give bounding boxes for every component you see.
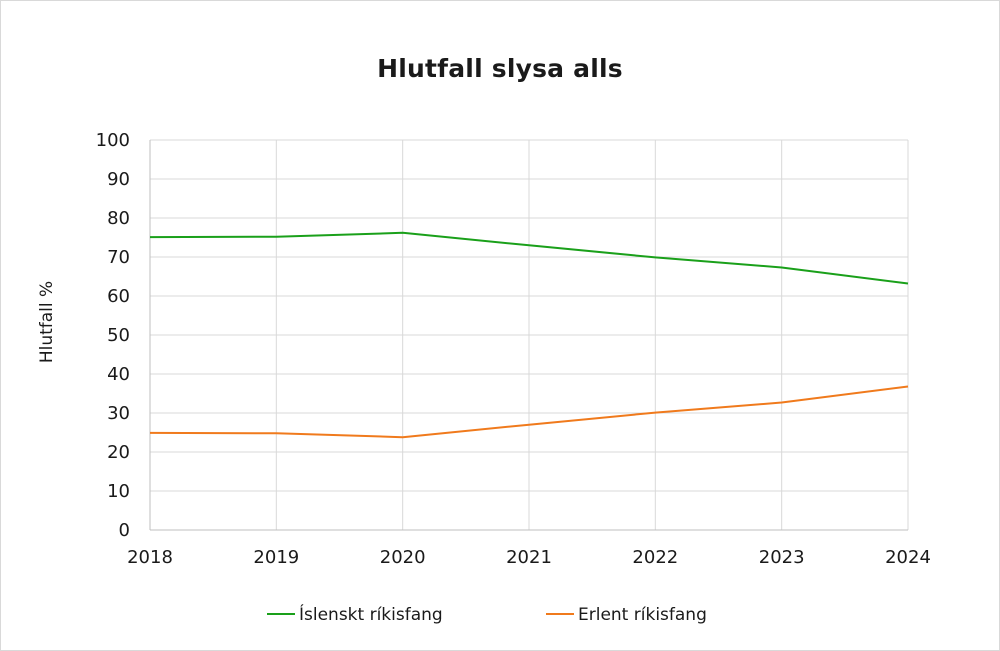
x-tick-label: 2020 — [380, 547, 426, 568]
y-tick-label: 40 — [107, 364, 130, 385]
y-tick-label: 30 — [107, 403, 130, 424]
y-tick-label: 80 — [107, 208, 130, 229]
gridlines — [150, 139, 909, 530]
x-tick-label: 2018 — [127, 547, 173, 568]
chart-title: Hlutfall slysa alls — [377, 54, 623, 83]
x-tick-label: 2021 — [506, 547, 552, 568]
y-tick-label: 10 — [107, 481, 130, 502]
y-tick-label: 100 — [96, 130, 130, 151]
legend-label: Erlent ríkisfang — [578, 605, 707, 625]
x-tick-label: 2022 — [632, 547, 678, 568]
y-tick-label: 60 — [107, 286, 130, 307]
y-tick-labels: 0 10 20 30 40 50 60 70 80 90 100 — [96, 130, 130, 541]
series-line-0 — [149, 231, 909, 285]
legend-label: Íslenskt ríkisfang — [299, 603, 443, 625]
y-tick-label: 50 — [107, 325, 130, 346]
x-tick-label: 2024 — [885, 547, 931, 568]
legend: Íslenskt ríkisfang Erlent ríkisfang — [267, 603, 707, 625]
y-tick-label: 70 — [107, 247, 130, 268]
y-axis-label: Hlutfall % — [37, 281, 57, 363]
x-tick-label: 2019 — [253, 547, 299, 568]
y-tick-label: 20 — [107, 442, 130, 463]
x-tick-label: 2023 — [759, 547, 805, 568]
series-lines — [149, 231, 909, 439]
y-tick-label: 90 — [107, 169, 130, 190]
x-tick-labels: 2018 2019 2020 2021 2022 2023 2024 — [127, 547, 931, 568]
y-tick-label: 0 — [119, 520, 130, 541]
series-line-1 — [149, 385, 909, 439]
axes — [149, 140, 908, 531]
